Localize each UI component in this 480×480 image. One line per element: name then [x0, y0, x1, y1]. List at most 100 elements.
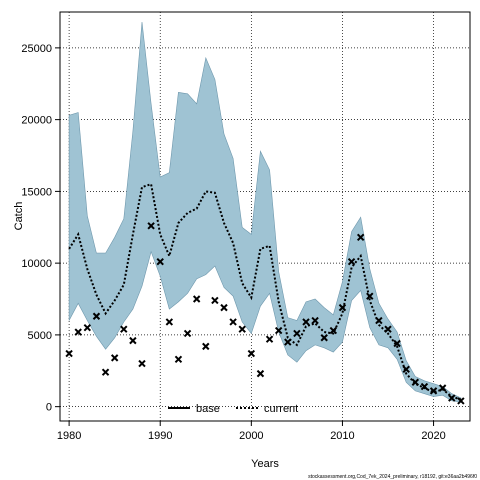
observed-point-stroke-b [110, 354, 119, 362]
observed-point-2023 [457, 397, 465, 405]
observed-point-stroke-b [356, 233, 365, 242]
observed-point-1989 [147, 222, 155, 230]
observed-point-stroke-b [83, 324, 92, 332]
observed-point-2019 [420, 382, 429, 391]
observed-point-stroke-b [165, 318, 174, 326]
observed-point-stroke-b [156, 257, 164, 266]
observed-point-1980 [65, 349, 73, 358]
observed-point-2007 [311, 316, 319, 325]
observed-point-stroke-b [366, 292, 374, 300]
observed-point-1987 [129, 336, 137, 345]
observed-point-stroke-b [302, 318, 310, 326]
observed-point-stroke-b [220, 303, 228, 312]
observed-point-stroke-b [74, 328, 82, 336]
legend-base-label: base [196, 403, 220, 415]
observed-point-2008 [320, 334, 328, 342]
observed-point-1994 [192, 295, 201, 303]
y-tick-label-25000: 25000 [21, 43, 52, 55]
observed-point-stroke-b [284, 338, 292, 346]
observed-point-2001 [256, 369, 265, 378]
legend: base current [168, 403, 298, 415]
observed-points-layer [65, 222, 465, 405]
observed-point-1983 [92, 312, 101, 320]
observed-point-stroke-b [238, 325, 246, 333]
observed-point-1999 [238, 325, 246, 333]
observed-point-stroke-b [247, 349, 256, 358]
observed-point-1998 [229, 318, 237, 326]
observed-point-stroke-b [265, 335, 274, 343]
observed-point-stroke-b [129, 336, 137, 345]
observed-point-2003 [274, 326, 283, 335]
observed-point-stroke-b [120, 325, 128, 333]
observed-point-2013 [366, 292, 374, 300]
observed-point-1991 [165, 318, 174, 326]
y-tick-label-15000: 15000 [21, 186, 52, 198]
observed-point-1982 [83, 324, 92, 332]
observed-point-stroke-b [229, 318, 237, 326]
observed-point-stroke-b [92, 312, 101, 320]
observed-point-stroke-b [429, 387, 438, 395]
observed-point-1997 [220, 303, 228, 312]
observed-point-2004 [284, 338, 292, 346]
y-tick-label-0: 0 [46, 402, 52, 414]
x-tick-label-1990: 1990 [148, 430, 172, 442]
axes: 1980 1990 2000 2010 2020 0 5000 10000 15000 20000… [21, 43, 445, 442]
observed-point-1981 [74, 328, 82, 336]
observed-point-2022 [448, 394, 456, 402]
y-tick-label-10000: 10000 [21, 258, 52, 270]
observed-point-stroke-b [384, 325, 392, 333]
x-tick-label-2020: 2020 [421, 430, 445, 442]
observed-point-2002 [265, 335, 274, 343]
observed-point-stroke-b [320, 334, 328, 342]
observed-point-2017 [402, 365, 410, 374]
observed-point-2005 [293, 329, 301, 338]
x-tick-label-2000: 2000 [239, 430, 263, 442]
observed-point-1988 [138, 359, 146, 368]
x-tick-label-2010: 2010 [330, 430, 354, 442]
observed-point-2016 [393, 339, 401, 348]
observed-point-stroke-b [174, 355, 183, 363]
y-tick-label-20000: 20000 [21, 115, 52, 127]
observed-point-stroke-b [411, 378, 420, 386]
observed-point-stroke-b [448, 394, 456, 402]
observed-point-stroke-b [338, 303, 347, 312]
observed-point-2000 [247, 349, 256, 358]
observed-point-2009 [329, 326, 338, 335]
observed-point-stroke-b [457, 397, 465, 405]
legend-current-label: current [264, 403, 298, 415]
observed-point-stroke-b [375, 316, 383, 325]
observed-point-1985 [110, 354, 119, 362]
observed-point-stroke-b [438, 384, 447, 392]
observed-point-1990 [156, 257, 164, 266]
observed-point-1995 [202, 342, 210, 351]
footer-text: stockassessment.org,Cod_7ek_2024_prelimi… [308, 474, 477, 480]
observed-point-2014 [375, 316, 383, 325]
observed-point-2012 [356, 233, 365, 242]
observed-point-2021 [438, 384, 447, 392]
observed-point-2020 [429, 387, 438, 395]
observed-point-stroke-b [101, 368, 110, 376]
observed-point-stroke-b [393, 339, 401, 348]
observed-point-stroke-b [420, 382, 429, 391]
observed-point-stroke-b [147, 222, 155, 230]
observed-point-stroke-b [311, 316, 319, 325]
y-tick-label-5000: 5000 [28, 330, 52, 342]
observed-point-2018 [411, 378, 420, 386]
observed-point-1984 [101, 368, 110, 376]
observed-point-stroke-b [211, 296, 219, 305]
x-tick-label-1980: 1980 [57, 430, 81, 442]
observed-point-1986 [120, 325, 128, 333]
observed-point-stroke-b [329, 326, 338, 335]
observed-point-stroke-b [293, 329, 301, 338]
observed-point-stroke-b [402, 365, 410, 374]
observed-point-stroke-b [192, 295, 201, 303]
observed-point-stroke-b [347, 257, 356, 266]
observed-point-2010 [338, 303, 347, 312]
observed-point-stroke-b [65, 349, 73, 358]
observed-point-2006 [302, 318, 310, 326]
observed-point-stroke-b [274, 326, 283, 335]
y-axis-title: Catch [13, 202, 25, 231]
observed-point-1992 [174, 355, 183, 363]
x-axis-title: Years [251, 458, 279, 470]
